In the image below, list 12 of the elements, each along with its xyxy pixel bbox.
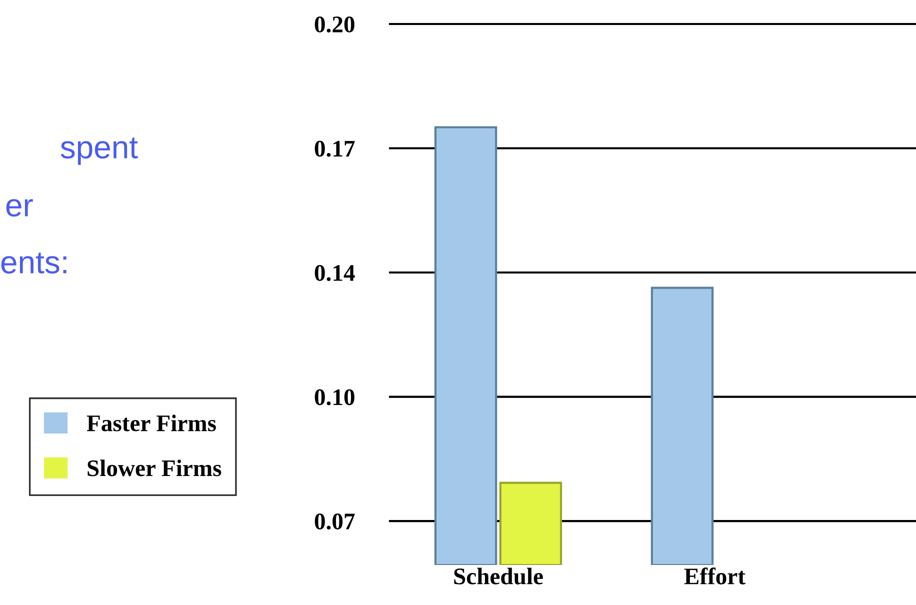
y-tick-label: 0.20: [314, 16, 354, 33]
text: er: [6, 199, 33, 217]
y-tick-label: 0.14: [314, 265, 355, 282]
legend-label: Faster Firms: [86, 414, 216, 432]
text: spent: [60, 138, 138, 165]
x-tick-label: Schedule: [454, 568, 543, 584]
legend-label: Slower Firms: [88, 460, 222, 476]
text: ents:: [1, 252, 66, 274]
y-tick-label: 0.17: [314, 140, 355, 157]
y-tick-label: 0.07: [314, 514, 355, 530]
y-tick-label: 0.10: [314, 389, 354, 406]
x-tick-label: Effort: [684, 568, 746, 584]
